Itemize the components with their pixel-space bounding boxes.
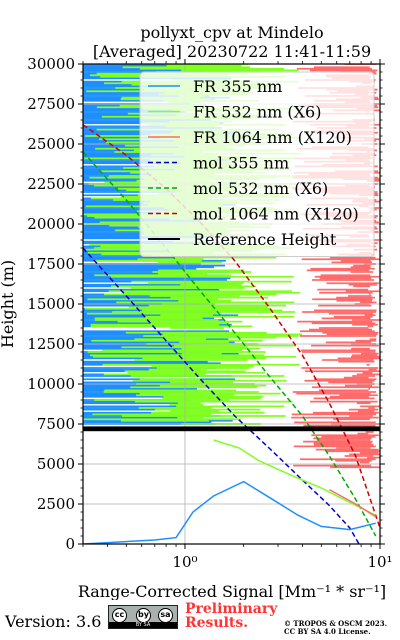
preliminary-line1: Preliminary xyxy=(185,601,278,617)
chart-title-line1: pollyxt_cpv at Mindelo xyxy=(140,23,323,42)
y-tick-label: 30000 xyxy=(27,55,75,73)
legend-label: Reference Height xyxy=(193,230,337,249)
y-tick-label: 0 xyxy=(65,535,75,553)
x-tick-label: 10⁰ xyxy=(172,553,197,571)
series-mol-1064-nm-x120- xyxy=(83,124,380,529)
cc-bar: BY SA xyxy=(109,622,177,628)
legend-label: mol 1064 nm (X120) xyxy=(193,205,359,224)
copyright-line2: CC BY SA 4.0 License. xyxy=(284,627,371,636)
legend-label: mol 355 nm xyxy=(193,154,289,173)
footer: Version: 3.6 cc by sa BY SA Preliminary … xyxy=(0,600,400,640)
legend-box xyxy=(139,71,375,257)
series-mol-532-nm-x6- xyxy=(83,151,377,537)
y-tick-label: 2500 xyxy=(37,495,75,513)
series-mol-355-nm xyxy=(83,247,360,544)
chart: pollyxt_cpv at Mindelo [Averaged] 202307… xyxy=(0,23,393,600)
series-fr-532-nm-x6- xyxy=(213,439,377,516)
series-fr-1064-nm-x120- xyxy=(329,488,377,518)
copyright-line1: © TROPOS & OSCM 2023. xyxy=(284,619,388,628)
preliminary-notice: Preliminary Results. xyxy=(185,602,277,630)
y-tick-label: 15000 xyxy=(27,295,75,313)
cc-sa-icon: sa xyxy=(158,608,173,623)
y-tick-label: 25000 xyxy=(27,135,75,153)
preliminary-line2: Results. xyxy=(185,615,249,631)
legend-label: FR 532 nm (X6) xyxy=(193,103,321,122)
series-layer xyxy=(83,124,380,544)
version-label: Version: 3.6 xyxy=(5,612,102,631)
legend: FR 355 nm FR 532 nm (X6) FR 1064 nm (X120)… xyxy=(139,71,375,257)
legend-label: FR 1064 nm (X120) xyxy=(193,128,352,147)
axis-layer: 0 2500 5000 7500 10000 12500 15000 17500 20000 22… xyxy=(27,55,392,571)
y-tick-label: 17500 xyxy=(27,255,75,273)
y-tick-label: 10000 xyxy=(27,375,75,393)
legend-label: FR 355 nm xyxy=(193,77,282,96)
reference-height-band xyxy=(83,426,380,432)
y-axis-label: Height (m) xyxy=(0,260,17,348)
cc-by-icon: by xyxy=(136,608,151,623)
legend-label: mol 532 nm (X6) xyxy=(193,179,328,198)
y-tick-label: 5000 xyxy=(37,455,75,473)
y-tick-label: 27500 xyxy=(27,95,75,113)
y-tick-label: 7500 xyxy=(37,415,75,433)
x-tick-label: 10¹ xyxy=(367,553,392,571)
x-axis-label: Range-Corrected Signal [Mm⁻¹ * sr⁻¹] xyxy=(78,582,386,600)
reference-height-layer xyxy=(83,426,380,432)
y-tick-label: 20000 xyxy=(27,215,75,233)
y-tick-label: 22500 xyxy=(27,175,75,193)
cc-license-logo[interactable]: cc by sa BY SA xyxy=(108,605,178,629)
copyright-notice: © TROPOS & OSCM 2023. CC BY SA 4.0 Licen… xyxy=(284,620,387,636)
cc-icon: cc xyxy=(112,608,127,623)
chart-title-line2: [Averaged] 20230722 11:41-11:59 xyxy=(93,42,371,61)
y-tick-label: 12500 xyxy=(27,335,75,353)
series-fr-355-nm xyxy=(83,480,376,544)
